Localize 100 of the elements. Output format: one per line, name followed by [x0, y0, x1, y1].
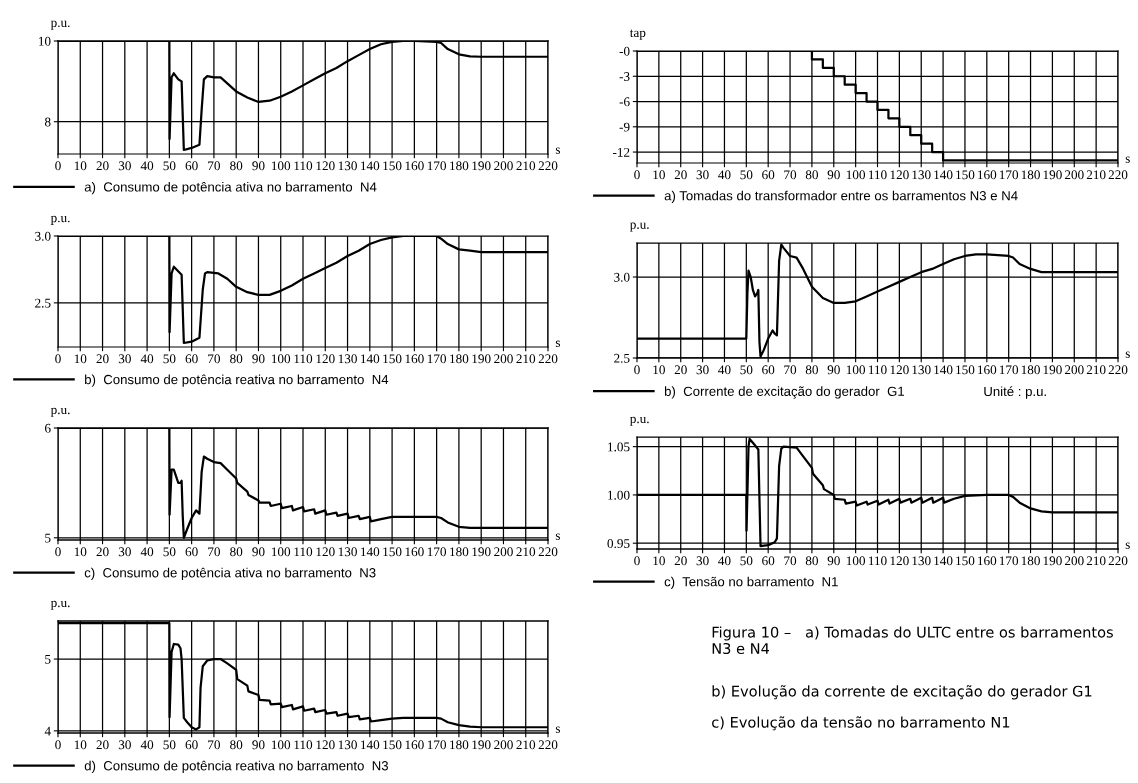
y-axis-title: tap [629, 29, 646, 40]
x-tick-label: 30 [696, 365, 709, 375]
x-axis-title: s [1125, 542, 1130, 549]
x-tick-label: 120 [316, 161, 335, 171]
x-tick-label: 190 [1043, 556, 1062, 566]
x-tick-label: 10 [74, 547, 87, 557]
y-axis-title: p.u. [630, 416, 649, 426]
y-axis-title: p.u. [50, 20, 70, 30]
x-tick-label: 60 [185, 740, 198, 750]
y-tick-label: 10 [39, 36, 51, 46]
x-tick-label: 170 [999, 365, 1019, 375]
x-tick-label: 130 [912, 170, 931, 180]
x-tick-label: 180 [1021, 170, 1040, 180]
y-axis-title: p.u. [50, 600, 70, 610]
x-tick-label: 190 [1043, 365, 1062, 375]
y-axis-title: p.u. [630, 222, 649, 232]
x-tick-label: 110 [294, 547, 313, 557]
x-tick-label: 160 [978, 170, 997, 180]
x-tick-label: 0 [634, 556, 640, 566]
x-tick-label: 120 [890, 556, 909, 566]
x-tick-label: 100 [271, 161, 291, 171]
x-tick-label: 100 [271, 740, 291, 750]
x-tick-label: 130 [912, 365, 931, 375]
text: c) Evolução da tensão no barramento N1 [712, 716, 1010, 731]
x-tick-label: 0 [55, 161, 61, 171]
legend-label: a) Consumo de potência ativa no barramento N4 [84, 181, 377, 195]
x-tick-label: 50 [740, 365, 753, 375]
x-tick-label: 100 [271, 354, 291, 364]
x-tick-label: 80 [805, 365, 818, 375]
x-tick-label: 170 [427, 547, 447, 557]
x-tick-label: 70 [208, 354, 220, 364]
x-tick-label: 150 [383, 161, 402, 171]
text: Figura 10 – a) Tomadas do ULTC entre os barramentos N3 e N4 [712, 626, 1113, 655]
x-tick-label: 90 [252, 354, 265, 364]
x-tick-label: 140 [361, 547, 380, 557]
x-tick-label: 100 [846, 170, 866, 180]
x-tick-label: 10 [74, 740, 87, 750]
y-tick-label: 1.05 [608, 442, 630, 452]
x-tick-label: 120 [316, 547, 335, 557]
x-tick-label: 10 [653, 170, 665, 180]
x-tick-label: 60 [762, 556, 775, 566]
x-tick-label: 150 [956, 365, 975, 375]
x-axis-title: s [1125, 156, 1130, 163]
x-tick-label: 70 [208, 161, 220, 171]
x-tick-label: 0 [55, 740, 61, 750]
y-tick-label: 4 [44, 726, 51, 736]
y-axis-title: p.u. [50, 215, 70, 225]
x-tick-label: 80 [805, 170, 818, 180]
x-tick-label: 50 [163, 740, 176, 750]
x-tick-label: 10 [74, 161, 87, 171]
x-tick-label: 90 [827, 556, 840, 566]
x-tick-label: 80 [230, 547, 243, 557]
x-tick-label: 180 [1021, 556, 1040, 566]
x-tick-label: 60 [185, 161, 198, 171]
x-tick-label: 20 [674, 170, 687, 180]
x-tick-label: 40 [718, 556, 731, 566]
x-tick-label: 120 [890, 365, 909, 375]
x-tick-label: 50 [163, 354, 176, 364]
x-tick-label: 200 [1064, 556, 1084, 566]
x-tick-label: 210 [516, 161, 536, 171]
x-tick-label: 30 [696, 170, 709, 180]
x-tick-label: 10 [653, 365, 665, 375]
x-tick-label: 120 [890, 170, 909, 180]
y-tick-label: 3.0 [35, 231, 51, 241]
x-tick-label: 160 [978, 365, 997, 375]
x-tick-label: 0 [634, 365, 640, 375]
x-tick-label: 200 [494, 740, 513, 750]
x-tick-label: 0 [55, 354, 61, 364]
x-tick-label: 40 [718, 170, 731, 180]
x-tick-label: 100 [846, 556, 866, 566]
x-tick-label: 90 [827, 170, 840, 180]
x-tick-label: 200 [494, 354, 513, 364]
x-tick-label: 70 [784, 170, 797, 180]
x-tick-label: 90 [252, 740, 265, 750]
x-tick-label: 30 [118, 354, 131, 364]
x-tick-label: 220 [538, 547, 558, 557]
x-tick-label: 10 [74, 354, 87, 364]
x-tick-label: 20 [96, 740, 109, 750]
y-axis-title: p.u. [50, 407, 70, 417]
y-tick-label: -0 [619, 46, 630, 56]
legend-label: d) Consumo de potência reativa no barramento N3 [84, 760, 388, 774]
y-tick-label: -6 [619, 97, 630, 107]
x-tick-label: 160 [978, 556, 997, 566]
x-tick-label: 160 [405, 161, 424, 171]
x-tick-label: 190 [472, 547, 491, 557]
x-tick-label: 110 [294, 354, 313, 364]
x-tick-label: 210 [1086, 170, 1106, 180]
x-tick-label: 110 [294, 740, 313, 750]
y-tick-label: 3.0 [614, 272, 630, 282]
y-tick-label: 1.00 [608, 490, 630, 500]
x-tick-label: 140 [361, 161, 380, 171]
x-tick-label: 120 [316, 354, 335, 364]
x-tick-label: 60 [762, 365, 775, 375]
y-tick-label: 2.5 [614, 353, 630, 363]
x-tick-label: 150 [956, 556, 975, 566]
x-tick-label: 170 [999, 556, 1019, 566]
x-tick-label: 170 [427, 740, 447, 750]
y-tick-label: 0.95 [607, 539, 630, 548]
x-tick-label: 110 [869, 170, 887, 180]
x-tick-label: 110 [294, 161, 313, 171]
